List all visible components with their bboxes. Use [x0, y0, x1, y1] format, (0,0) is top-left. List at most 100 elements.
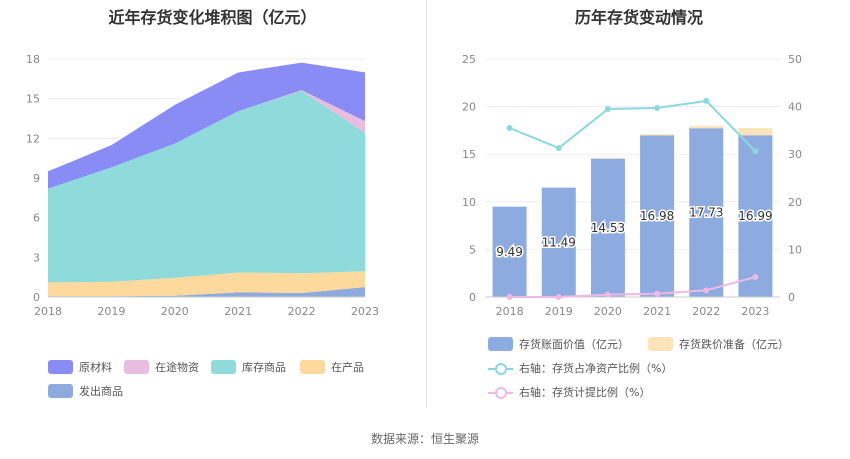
- point-line_provision: [506, 294, 513, 300]
- legend-swatch-provision: [648, 337, 673, 351]
- bar-value-label: 16.98: [640, 209, 674, 223]
- right-chart-title: 历年存货变动情况: [574, 8, 703, 27]
- x-tick-label: 2018: [34, 305, 62, 318]
- bar-provision: [689, 125, 724, 129]
- bar-provision: [738, 128, 773, 136]
- legend-label-book-value: 存货账面价值（亿元）: [519, 338, 629, 351]
- legend-swatch-transit: [124, 360, 149, 374]
- line-swatch-icon-ratio: [488, 361, 513, 375]
- legend-label-transit: 在途物资: [155, 361, 199, 374]
- legend-swatch-shipped: [48, 384, 73, 398]
- bar-book-value: [541, 187, 576, 297]
- bar-book-value: [738, 135, 773, 297]
- y-tick-label: 6: [33, 212, 40, 225]
- legend-item-book-value[interactable]: 存货账面价值（亿元）: [488, 336, 629, 352]
- point-line_ratio: [555, 145, 562, 152]
- legend-label-provision: 存货跌价准备（亿元）: [679, 338, 789, 351]
- x-tick-label: 2021: [224, 305, 252, 318]
- bar-value-label: 11.49: [542, 235, 576, 249]
- y-left-tick-label: 25: [462, 53, 476, 66]
- data-source: 数据来源：恒生聚源: [370, 432, 479, 446]
- legend-item-provision[interactable]: 存货跌价准备（亿元）: [648, 336, 789, 352]
- y-left-tick-label: 15: [462, 148, 476, 161]
- area-shipped: [48, 287, 365, 297]
- stacked-area-panel: 近年存货变化堆积图（亿元） 0 3 6 9 12 15 18 2018 2019 2020 2021…: [0, 0, 425, 410]
- legend-swatch-book-value: [488, 337, 513, 351]
- point-line_ratio: [752, 148, 759, 155]
- y-right-tick-label: 20: [788, 196, 802, 209]
- bar-value-label: 16.99: [738, 209, 772, 223]
- legend-swatch-wip: [300, 360, 325, 374]
- bar-line-chart: 0 5 10 15 20 25 0 10 20 30 40 50 9.49 11.49 14.53 16.98…: [462, 53, 802, 318]
- y-right-tick-label: 0: [788, 291, 795, 304]
- y-left-tick-label: 20: [462, 101, 476, 114]
- legend-swatch-raw: [48, 360, 73, 374]
- bar-book-value: [689, 128, 724, 297]
- legend-item-shipped[interactable]: 发出商品: [48, 383, 123, 399]
- point-line_provision: [654, 290, 661, 297]
- bar-line-panel: 历年存货变动情况 0 5 10 15 20 25 0 10 20 30 40 50 9.49 11.49 1…: [428, 0, 850, 410]
- legend-item-wip[interactable]: 在产品: [300, 359, 364, 375]
- legend-item-finished[interactable]: 库存商品: [211, 359, 286, 375]
- bar-book-value: [492, 206, 527, 297]
- stacked-area-chart: 0 3 6 9 12 15 18 2018 2019 2020 2021 2022 2023: [26, 53, 379, 318]
- x-tick-label: 2022: [692, 305, 720, 318]
- area-wip: [48, 271, 365, 297]
- point-line_provision: [555, 294, 562, 300]
- x-tick-label: 2020: [161, 305, 189, 318]
- right-legend: 存货账面价值（亿元） 存货跌价准备（亿元） 右轴：存货占净资产比例（%） 右轴：…: [428, 0, 850, 410]
- bar-provision: [640, 134, 675, 136]
- line-swatch-icon-provision: [488, 385, 513, 399]
- y-right-tick-label: 10: [788, 243, 802, 256]
- left-legend: 原材料 在途物资 库存商品 在产品 发出商品: [0, 0, 425, 410]
- panel-divider: [426, 0, 427, 408]
- area-raw: [48, 62, 365, 189]
- point-line_ratio: [604, 105, 611, 112]
- x-tick-label: 2023: [351, 305, 379, 318]
- y-left-tick-label: 5: [469, 243, 476, 256]
- y-tick-label: 18: [26, 53, 40, 66]
- y-left-tick-label: 0: [469, 291, 476, 304]
- line-line_ratio: [509, 99, 757, 152]
- legend-label-shipped: 发出商品: [79, 385, 123, 398]
- legend-swatch-finished: [211, 360, 236, 374]
- x-tick-label: 2020: [594, 305, 622, 318]
- point-line_provision: [604, 291, 611, 298]
- x-tick-label: 2023: [741, 305, 769, 318]
- bar-value-label: 17.73: [689, 206, 723, 220]
- legend-label-finished: 库存商品: [242, 361, 286, 374]
- point-line_ratio: [703, 97, 710, 104]
- y-left-tick-label: 10: [462, 196, 476, 209]
- x-tick-label: 2019: [545, 305, 573, 318]
- legend-item-net-asset-ratio[interactable]: 右轴：存货占净资产比例（%）: [488, 360, 672, 376]
- legend-item-transit[interactable]: 在途物资: [124, 359, 199, 375]
- legend-item-provision-ratio[interactable]: 右轴：存货计提比例（%）: [488, 384, 650, 400]
- line-line_provision: [509, 276, 756, 298]
- y-tick-label: 9: [33, 172, 40, 185]
- legend-label-net-asset-ratio: 右轴：存货占净资产比例（%）: [519, 362, 673, 375]
- y-right-tick-label: 30: [788, 148, 802, 161]
- y-tick-label: 0: [33, 291, 40, 304]
- y-right-tick-label: 40: [788, 101, 802, 114]
- y-tick-label: 12: [26, 132, 40, 145]
- x-tick-label: 2019: [97, 305, 125, 318]
- point-line_provision: [703, 287, 710, 294]
- point-line_ratio: [654, 105, 661, 112]
- legend-item-raw[interactable]: 原材料: [48, 359, 112, 375]
- point-line_provision: [752, 274, 759, 281]
- x-tick-label: 2022: [288, 305, 316, 318]
- left-chart-title: 近年存货变化堆积图（亿元）: [108, 8, 317, 27]
- bar-book-value: [590, 158, 625, 297]
- legend-label-raw: 原材料: [79, 361, 112, 374]
- area-finished: [48, 90, 365, 283]
- point-line_ratio: [506, 125, 513, 132]
- legend-label-provision-ratio: 右轴：存货计提比例（%）: [519, 386, 651, 399]
- bar-provision: [590, 157, 625, 159]
- bar-value-label: 9.49: [496, 245, 523, 259]
- bar-value-label: 14.53: [591, 221, 625, 235]
- x-tick-label: 2021: [643, 305, 671, 318]
- legend-label-wip: 在产品: [331, 361, 364, 374]
- bar-book-value: [640, 135, 675, 297]
- y-tick-label: 3: [33, 251, 40, 264]
- y-tick-label: 15: [26, 93, 40, 106]
